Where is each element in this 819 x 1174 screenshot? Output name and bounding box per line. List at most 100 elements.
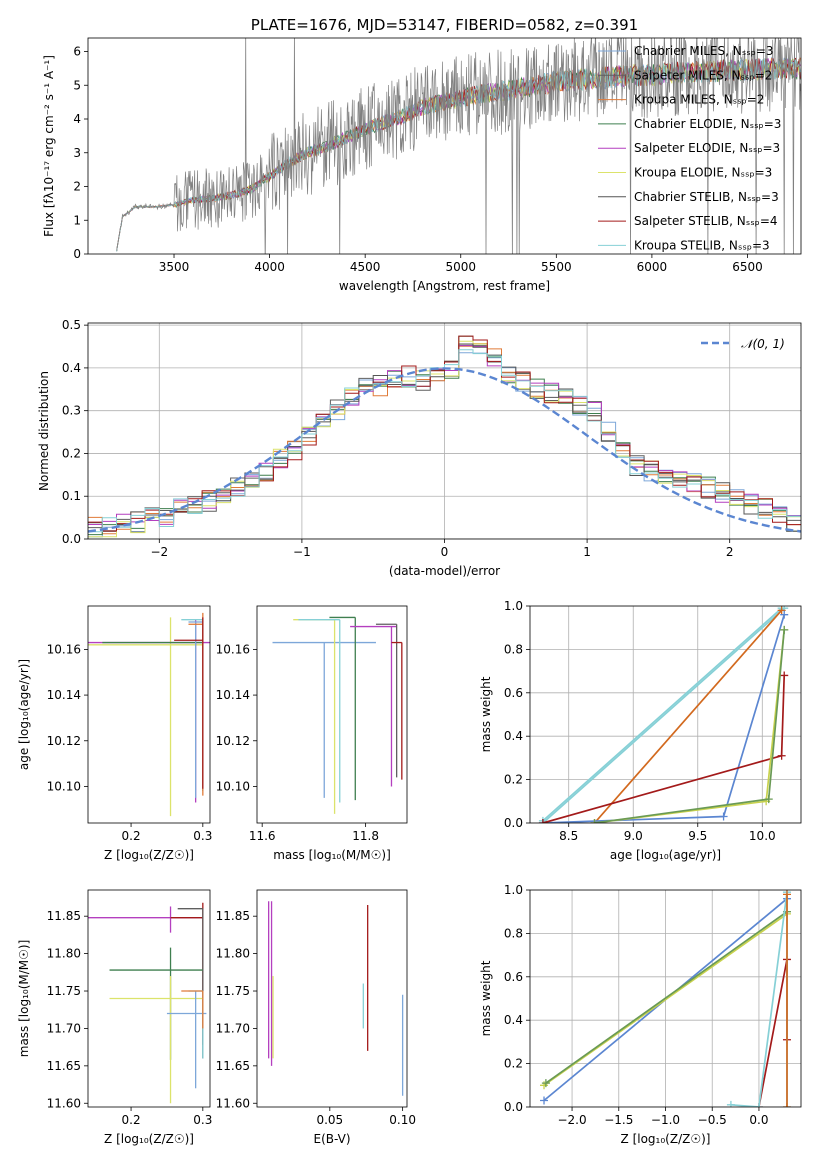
axes-frame xyxy=(256,605,408,824)
x-tick-label: 10.0 xyxy=(749,829,776,843)
weight-line xyxy=(545,911,788,1084)
weight-line xyxy=(593,609,783,823)
weight-marker xyxy=(777,751,786,760)
x-tick-label: 3500 xyxy=(159,260,190,274)
x-tick-label: 0.3 xyxy=(193,1113,212,1127)
residuals-plot-area xyxy=(88,323,801,539)
y-tick-label: 0.0 xyxy=(504,816,523,830)
x-tick-label: −2 xyxy=(150,545,168,559)
x-tick-label: 4500 xyxy=(350,260,381,274)
y-axis-label: mass weight xyxy=(479,676,493,752)
panel-age-vs-Z: 0.2 0.3 10.10 10.12 10.14 10.16 Z [log₁₀(Z/Z☉)… xyxy=(17,605,212,862)
weight-line xyxy=(758,959,788,1107)
y-tick-label: 0.2 xyxy=(504,1057,523,1071)
weight-marker xyxy=(782,890,791,899)
weight-marker xyxy=(541,1079,550,1088)
mass-vs-Z-plot-area xyxy=(88,902,207,1104)
y-tick-label: 0.3 xyxy=(62,404,81,418)
y-tick-label: 11.65 xyxy=(216,1059,250,1073)
x-axis-label: Z [log₁₀(Z/Z☉)] xyxy=(104,848,194,862)
y-tick-label: 11.85 xyxy=(216,909,250,923)
x-tick-label: 4000 xyxy=(254,260,285,274)
x-tick-label: 0.2 xyxy=(122,1113,141,1127)
legend-entry: 𝒩(0, 1) xyxy=(741,337,785,351)
x-tick-label: −1.0 xyxy=(651,1113,680,1127)
y-tick-label: 1.0 xyxy=(504,883,523,897)
spectrum-plot-area xyxy=(116,38,801,254)
y-tick-label: 0.4 xyxy=(504,729,523,743)
weight-line xyxy=(542,675,786,823)
y-tick-label: 1 xyxy=(73,213,81,227)
panel-mass-vs-Z: 0.2 0.3 11.60 11.65 11.70 11.75 11.80 11.85 Z [l… xyxy=(17,889,212,1146)
axes-frame xyxy=(87,37,802,255)
y-tick-label: 10.14 xyxy=(216,688,250,702)
weight-line xyxy=(594,629,786,823)
errorbar-point xyxy=(170,902,204,1045)
weight-marker xyxy=(782,1103,791,1107)
weight-line xyxy=(542,607,785,823)
weight-line xyxy=(543,913,788,1086)
axes-frame xyxy=(529,605,802,824)
x-tick-label: 0.2 xyxy=(122,829,141,843)
x-axis-label: Z [log₁₀(Z/Z☉)] xyxy=(104,1132,194,1146)
x-axis-label: (data-model)/error xyxy=(389,564,500,578)
errorbar-point xyxy=(329,616,356,801)
x-tick-label: 0.0 xyxy=(749,1113,768,1127)
legend-entry: Chabrier ELODIE, Nₛₛₚ=3 xyxy=(634,117,781,131)
errorbar-point xyxy=(177,908,204,1059)
y-tick-label: 0.0 xyxy=(504,1100,523,1114)
legend-entry: Chabrier STELIB, Nₛₛₚ=3 xyxy=(634,190,779,204)
y-tick-label: 0.8 xyxy=(504,926,523,940)
y-tick-label: 11.70 xyxy=(216,1021,250,1035)
weight-marker xyxy=(538,819,547,823)
y-tick-label: 0.4 xyxy=(62,361,81,375)
y-tick-label: 1.0 xyxy=(504,599,523,613)
age-vs-mass-plot-area xyxy=(272,616,403,814)
y-axis-label: Normed distribution xyxy=(37,371,51,491)
legend-entry: Kroupa MILES, Nₛₛₚ=2 xyxy=(634,93,764,107)
errorbar-point xyxy=(102,624,204,792)
y-tick-label: 11.80 xyxy=(216,947,250,961)
y-tick-label: 10.16 xyxy=(47,642,81,656)
errorbar-point xyxy=(391,641,403,780)
legend-entry: Salpeter ELODIE, Nₛₛₚ=3 xyxy=(634,141,780,155)
y-tick-label: 0.4 xyxy=(504,1013,523,1027)
weight-marker xyxy=(764,795,773,804)
x-axis-label: age [log₁₀(age/yr)] xyxy=(610,848,721,862)
y-tick-label: 10.12 xyxy=(216,734,250,748)
y-tick-label: 11.80 xyxy=(47,947,81,961)
y-tick-label: 2 xyxy=(73,180,81,194)
x-tick-label: 0 xyxy=(441,545,449,559)
y-tick-label: 0.2 xyxy=(62,446,81,460)
x-tick-label: 9.5 xyxy=(688,829,707,843)
errorbar-point xyxy=(109,976,203,1104)
y-axis-label: mass [log₁₀(M/M☉)] xyxy=(17,940,31,1058)
y-tick-label: 0.6 xyxy=(504,686,523,700)
errorbar-point xyxy=(88,617,203,817)
x-tick-label: 9.0 xyxy=(624,829,643,843)
legend-entry: Salpeter MILES, Nₛₛₚ=2 xyxy=(634,68,772,82)
errorbar-point xyxy=(174,617,204,789)
y-tick-label: 11.60 xyxy=(216,1096,250,1110)
x-axis-label: wavelength [Angstrom, rest frame] xyxy=(339,279,550,293)
y-tick-label: 11.75 xyxy=(216,984,250,998)
x-axis-label: Z [log₁₀(Z/Z☉)] xyxy=(621,1132,711,1146)
x-tick-label: −0.5 xyxy=(698,1113,727,1127)
y-tick-label: 0 xyxy=(73,247,81,261)
panel-residuals: −2 −1 0 1 2 0.0 0.1 0.2 0.3 0.4 0.5 (data-model)/er… xyxy=(37,318,802,578)
x-tick-label: 0.05 xyxy=(316,1113,343,1127)
weight-marker xyxy=(726,1100,735,1107)
x-tick-label: −1.5 xyxy=(604,1113,633,1127)
y-tick-label: 0.0 xyxy=(62,532,81,546)
observed-spectrum-line xyxy=(116,38,801,254)
x-tick-label: 8.5 xyxy=(559,829,578,843)
x-tick-label: −2.0 xyxy=(557,1113,586,1127)
x-tick-label: 0.10 xyxy=(389,1113,416,1127)
panel-mass-vs-ebv: 0.05 0.10 11.60 11.65 11.70 11.75 11.80 11.85 E(… xyxy=(216,889,416,1146)
panel-spectrum: 3500 4000 4500 5000 5500 6000 6500 0 1 2 3 4 5 6 PLATE… xyxy=(42,16,802,293)
weight-vs-age-plot-area xyxy=(530,606,801,823)
errorbar-point xyxy=(188,621,203,798)
y-tick-label: 0.6 xyxy=(504,970,523,984)
y-tick-label: 11.85 xyxy=(47,909,81,923)
